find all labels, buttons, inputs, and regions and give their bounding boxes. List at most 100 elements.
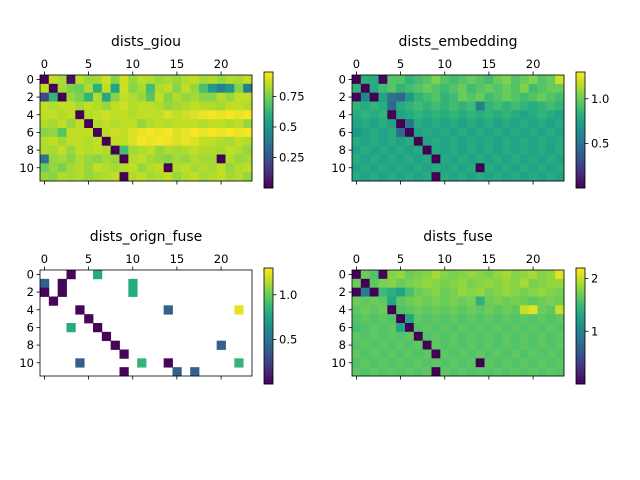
heatmap-cell — [369, 331, 379, 342]
heatmap-cell — [387, 340, 397, 350]
heatmap-cell — [137, 136, 147, 147]
heatmap-cell — [75, 128, 85, 138]
colorbar-segment — [264, 300, 273, 304]
heatmap-cell — [511, 110, 521, 120]
heatmap-cell — [163, 145, 173, 155]
colorbar-segment — [264, 308, 273, 311]
heatmap-cell — [405, 101, 415, 111]
heatmap-cell — [440, 83, 450, 94]
colorbar-segment — [264, 372, 273, 375]
heatmap-cell — [216, 128, 226, 138]
heatmap-cell — [387, 270, 397, 280]
colorbar-segment — [576, 308, 585, 311]
heatmap-cell — [413, 128, 424, 138]
colorbar-segment — [264, 75, 273, 79]
heatmap-cell — [75, 172, 85, 182]
heatmap-cell — [360, 349, 371, 359]
heatmap-cell — [484, 358, 494, 368]
heatmap-cell — [128, 119, 138, 129]
colorbar-segment — [264, 318, 273, 321]
heatmap-cell — [225, 145, 235, 155]
plot-frame — [39, 269, 253, 377]
heatmap-cell — [57, 83, 67, 94]
heatmap-cell — [181, 136, 191, 147]
heatmap-cell — [199, 128, 209, 138]
heatmap-cell — [546, 83, 556, 94]
heatmap-cell — [413, 340, 424, 350]
heatmap-cell — [528, 172, 538, 182]
heatmap-cell — [449, 314, 459, 324]
colorbar-segment — [576, 139, 585, 142]
colorbar-segment — [264, 351, 273, 354]
heatmap-cell — [493, 367, 503, 377]
heatmap-cell — [146, 83, 156, 94]
heatmap-cell — [537, 296, 547, 306]
heatmap-cell — [40, 83, 50, 94]
heatmap-cell — [75, 136, 85, 147]
heatmap-cell — [537, 349, 547, 359]
heatmap-cell — [502, 92, 512, 102]
colorbar-segment — [576, 314, 585, 317]
chart-title: dists_embedding — [398, 34, 517, 50]
heatmap-cell — [128, 145, 138, 155]
colorbar-segment — [576, 75, 585, 79]
heatmap-cell — [387, 92, 397, 102]
x-tick-label: 20 — [526, 57, 541, 71]
heatmap-cell — [546, 128, 556, 138]
colorbar-segment — [576, 184, 585, 187]
heatmap-cell — [519, 270, 530, 280]
heatmap-cell — [405, 331, 415, 342]
heatmap-cell — [502, 331, 512, 342]
heatmap-cell — [519, 145, 530, 155]
heatmap-cell — [493, 296, 503, 306]
heatmap-cell — [207, 83, 218, 94]
colorbar-segment — [264, 106, 273, 110]
heatmap-cell — [502, 314, 512, 324]
heatmap-cell — [84, 110, 94, 120]
y-tick-label: 4 — [339, 108, 346, 122]
heatmap-cell — [413, 287, 424, 297]
colorbar-frame — [263, 267, 274, 385]
heatmap-cell — [154, 145, 165, 155]
heatmap-cell — [466, 331, 477, 342]
heatmap-cell — [396, 296, 406, 306]
heatmap-cell — [352, 278, 362, 289]
colorbar-segment — [576, 291, 585, 294]
heatmap-cell — [352, 119, 362, 129]
heatmap-cell — [537, 358, 547, 368]
heatmap-cell — [537, 136, 547, 147]
heatmap-cell — [84, 163, 94, 173]
heatmap-cell — [40, 287, 50, 297]
heatmap-cell — [502, 358, 512, 368]
heatmap-cell — [190, 136, 200, 147]
heatmap-cell — [48, 119, 59, 129]
heatmap-cell — [360, 340, 371, 350]
heatmap-cell — [555, 154, 565, 164]
heatmap-cell — [181, 128, 191, 138]
colorbar-segment — [576, 83, 585, 86]
heatmap-cell — [519, 128, 530, 138]
heatmap-cell — [378, 278, 388, 289]
heatmap-cell — [528, 83, 538, 94]
heatmap-cell — [528, 270, 538, 280]
colorbar-segment — [264, 316, 273, 319]
heatmap-cell — [163, 110, 173, 120]
heatmap-cell — [555, 278, 565, 289]
colorbar-segment — [264, 312, 273, 315]
colorbar-segment — [576, 130, 585, 133]
heatmap-cell — [110, 136, 120, 147]
heatmap-cell — [172, 101, 182, 111]
heatmap-cell — [405, 128, 415, 138]
heatmap-cell — [181, 119, 191, 129]
heatmap-cell — [537, 83, 547, 94]
heatmap-cell — [458, 278, 468, 289]
heatmap-cell — [199, 110, 209, 120]
heatmap-cell — [369, 340, 379, 350]
colorbar-segment — [576, 298, 585, 302]
colorbar-segment — [576, 162, 585, 166]
heatmap-cell — [431, 119, 441, 129]
heatmap-cell — [546, 101, 556, 111]
heatmap-cell — [137, 110, 147, 120]
heatmap-cell — [360, 296, 371, 306]
heatmap-cell — [484, 154, 494, 164]
